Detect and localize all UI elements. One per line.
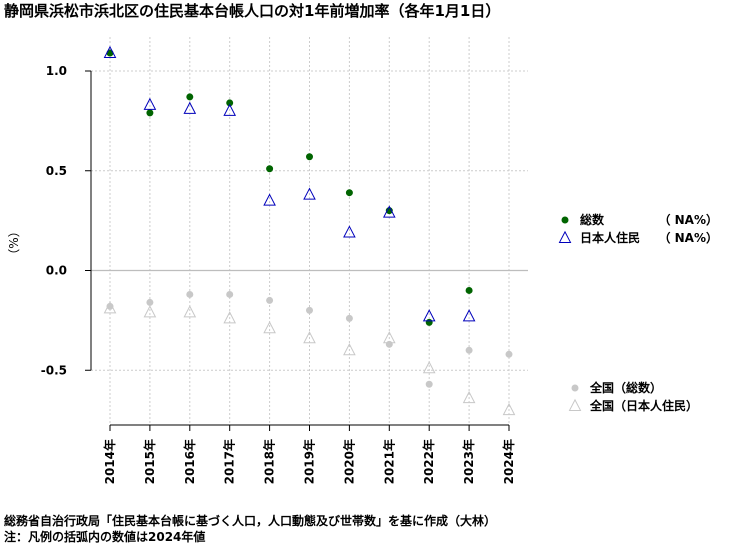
data-point <box>303 187 316 200</box>
y-tick-label: 0.5 <box>46 164 67 178</box>
data-point <box>343 225 356 238</box>
data-point <box>103 45 117 58</box>
x-tick-label: 2023年 <box>461 439 476 484</box>
data-point <box>143 305 157 318</box>
data-point <box>103 301 117 314</box>
data-point <box>186 93 194 101</box>
legend-marker <box>571 384 579 392</box>
data-point <box>266 296 274 304</box>
data-point <box>146 298 154 306</box>
x-tick-label: 2020年 <box>341 439 356 484</box>
data-point <box>146 109 154 117</box>
data-point <box>462 309 476 322</box>
data-point <box>223 311 237 324</box>
data-point <box>186 290 194 298</box>
data-point <box>303 331 316 344</box>
data-points <box>103 45 516 416</box>
legend-value: （ NA%） <box>658 212 718 227</box>
legend-marker <box>558 230 572 243</box>
data-point <box>183 305 197 318</box>
data-point <box>343 343 356 356</box>
x-tick-label: 2017年 <box>222 439 237 484</box>
data-point <box>263 193 276 206</box>
legend-marker <box>568 398 582 411</box>
y-tick-label: 0.0 <box>46 264 67 278</box>
x-tick-label: 2014年 <box>102 439 117 484</box>
legend-label: 全国（日本人住民） <box>589 398 698 413</box>
data-point <box>462 390 476 404</box>
data-point <box>422 361 436 374</box>
data-point <box>306 153 313 161</box>
axes: 1.0 0.5 0.0 -0.5 2014年 2015年 2016年 2017年 2018年 20… <box>41 64 516 484</box>
data-point <box>263 321 276 334</box>
x-tick-label: 2022年 <box>421 439 436 484</box>
data-point <box>465 286 473 294</box>
x-tick-label: 2024年 <box>501 439 516 484</box>
x-tick-label: 2016年 <box>182 439 197 484</box>
legend-value: （ NA%） <box>658 230 718 245</box>
footnote: 注：凡例の括弧内の数値は2024年値 <box>4 530 206 544</box>
data-point <box>425 318 433 326</box>
data-point <box>183 101 197 114</box>
legend-label: 日本人住民 <box>580 230 640 245</box>
y-tick-label: 1.0 <box>46 64 67 78</box>
x-tick-label: 2021年 <box>381 439 396 484</box>
data-point <box>226 290 234 298</box>
data-point <box>345 189 353 197</box>
data-point <box>345 314 353 322</box>
data-point <box>425 380 433 388</box>
y-tick-label: -0.5 <box>41 363 67 377</box>
data-point <box>226 99 234 107</box>
data-point <box>382 205 396 218</box>
legend-label: 全国（総数） <box>589 380 662 395</box>
data-point <box>306 306 313 314</box>
y-axis-label: （%） <box>7 225 21 260</box>
data-point <box>502 402 516 416</box>
data-point <box>422 309 436 322</box>
x-tick-label: 2015年 <box>142 439 157 484</box>
data-point <box>266 165 274 173</box>
x-tick-label: 2018年 <box>262 439 277 484</box>
data-point <box>465 346 473 354</box>
legend: 総数 （ NA%） 日本人住民 （ NA%） 全国（総数） 全国（日本人住民） <box>558 212 718 413</box>
data-point <box>505 350 513 358</box>
legend-marker <box>561 216 569 224</box>
chart-title: 静岡県浜松市浜北区の住民基本台帳人口の対1年前増加率（各年1月1日） <box>4 2 500 20</box>
data-point <box>382 331 396 344</box>
data-point <box>143 97 157 110</box>
x-tick-label: 2019年 <box>302 439 317 484</box>
data-point <box>223 103 237 116</box>
grid <box>91 37 528 425</box>
data-point <box>385 340 393 348</box>
legend-label: 総数 <box>580 212 605 227</box>
source-note: 総務省自治行政局「住民基本台帳に基づく人口，人口動態及び世帯数」を基に作成（大林… <box>4 514 497 528</box>
